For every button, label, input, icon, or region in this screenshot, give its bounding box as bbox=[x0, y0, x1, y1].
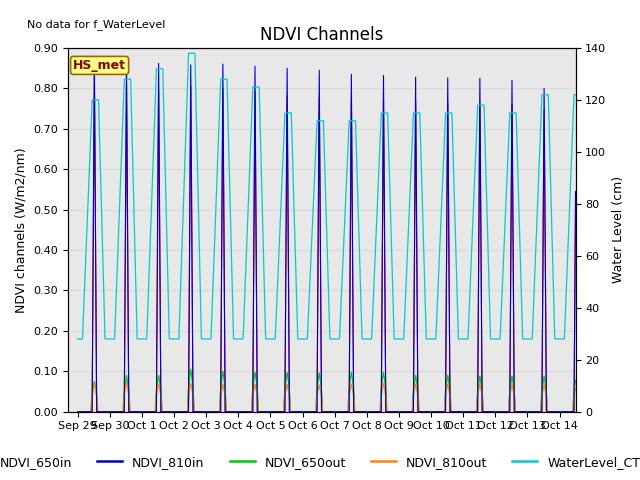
Y-axis label: NDVI channels (W/m2/nm): NDVI channels (W/m2/nm) bbox=[15, 147, 28, 312]
Text: HS_met: HS_met bbox=[73, 59, 126, 72]
Legend: NDVI_650in, NDVI_810in, NDVI_650out, NDVI_810out, WaterLevel_CTD_cm: NDVI_650in, NDVI_810in, NDVI_650out, NDV… bbox=[0, 451, 640, 474]
Text: No data for f_WaterLevel: No data for f_WaterLevel bbox=[28, 19, 166, 30]
Title: NDVI Channels: NDVI Channels bbox=[260, 25, 383, 44]
Y-axis label: Water Level (cm): Water Level (cm) bbox=[612, 176, 625, 283]
